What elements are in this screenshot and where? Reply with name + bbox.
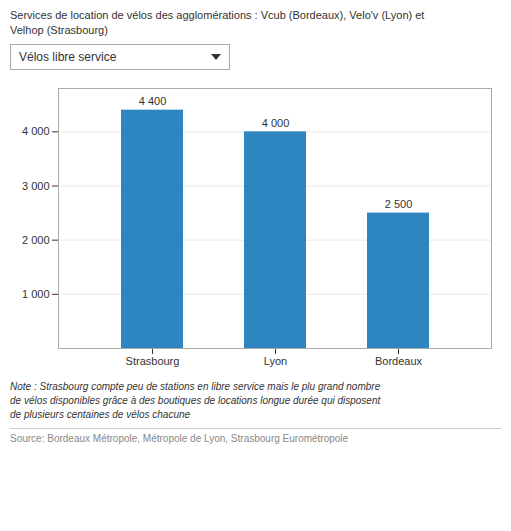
html-text:Source: Bordeaux Métropole, Mé: Source: Bordeaux Métropole, Métropole de…	[10, 432, 349, 444]
svg-text:Strasbourg: Strasbourg	[126, 355, 180, 367]
svg-text:Lyon: Lyon	[264, 355, 287, 367]
svg-text:4 400: 4 400	[139, 95, 167, 107]
svg-text:1 000: 1 000	[22, 288, 50, 300]
svg-text:Bordeaux: Bordeaux	[375, 355, 423, 367]
svg-text:2 000: 2 000	[22, 233, 50, 245]
html-text:Vélos libre service: Vélos libre service	[19, 49, 117, 64]
svg-text:4 000: 4 000	[22, 125, 50, 137]
svg-text:2 500: 2 500	[385, 198, 413, 210]
svg-text:3 000: 3 000	[22, 179, 50, 191]
html-text:Services de location de vélos: Services de location de vélos des agglom…	[10, 9, 425, 36]
svg-text:4 000: 4 000	[262, 117, 290, 129]
html-text:Note : Strasbourg compte peu d: Note : Strasbourg compte peu de stations…	[10, 380, 381, 420]
